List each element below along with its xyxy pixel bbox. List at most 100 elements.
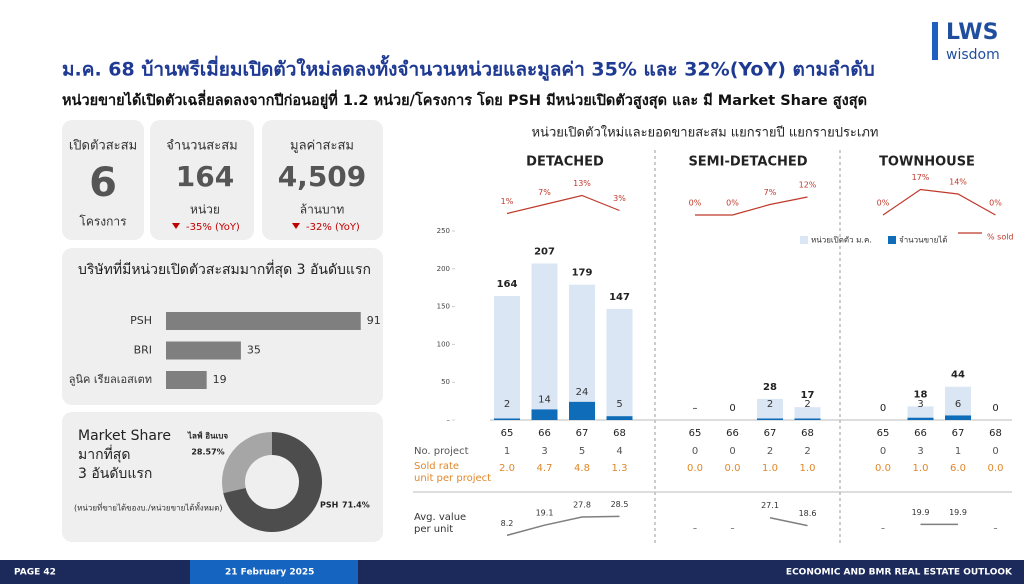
bar (531, 409, 558, 420)
chart-title: หน่วยเปิดตัวใหม่และยอดขายสะสม แยกรายปี แ… (531, 125, 878, 141)
value-label: 207 (534, 247, 555, 258)
avg-label: – (693, 524, 697, 533)
value-label: 2 (767, 399, 773, 410)
row-label: Avg. value (414, 512, 466, 523)
kpi-value: 6 (89, 160, 117, 206)
table-cell: 1.3 (612, 463, 628, 474)
value-label: 24 (576, 387, 589, 398)
table-cell: 2 (804, 446, 810, 457)
line-label: 13% (573, 179, 591, 188)
value-label: 179 (572, 268, 593, 279)
kpi-unit: โครงการ (79, 215, 127, 229)
value-label: 2 (804, 399, 810, 410)
kpi-change: -32% (YoY) (306, 222, 360, 233)
value-label: – (693, 403, 698, 414)
legend-label: จำนวนขายได้ (899, 236, 947, 245)
line-label: 3% (613, 194, 626, 203)
avg-label: 19.1 (536, 509, 554, 518)
y-tick-label: 100 (437, 340, 450, 348)
table-cell: 0.0 (687, 463, 703, 474)
avg-label: 19.9 (912, 508, 930, 517)
footer-report: ECONOMIC AND BMR REAL ESTATE OUTLOOK (786, 568, 1013, 578)
value-label: 28 (763, 382, 777, 393)
kpi-unit: หน่วย (190, 203, 220, 217)
bar (945, 386, 971, 420)
value-label: 17 (801, 390, 815, 401)
line-label: 7% (538, 188, 551, 197)
table-cell: 1.0 (800, 463, 816, 474)
x-tick-label: 68 (801, 428, 814, 439)
bar (794, 407, 821, 420)
kpi-unit: ล้านบาท (300, 203, 345, 217)
table-cell: 4.8 (574, 463, 590, 474)
value-label: 5 (616, 399, 622, 410)
table-cell: 1.0 (913, 463, 929, 474)
slice-value: 28.57% (191, 448, 224, 457)
table-cell: 4.7 (537, 463, 553, 474)
donut-slice (223, 431, 323, 532)
table-cell: 1.0 (762, 463, 778, 474)
value-label: 2 (504, 399, 510, 410)
table-cell: 1 (504, 446, 510, 457)
bar (166, 371, 207, 389)
x-tick-label: 68 (989, 428, 1002, 439)
value-label: 3 (917, 399, 923, 410)
bar (757, 418, 783, 420)
x-tick-label: 66 (914, 428, 927, 439)
bar (569, 401, 595, 420)
group-title: SEMI-DETACHED (688, 155, 807, 170)
line-label: 0% (877, 199, 890, 208)
bar (606, 308, 633, 420)
row-label: Sold rate (414, 461, 459, 472)
x-tick-label: 68 (613, 428, 626, 439)
group-title: DETACHED (526, 155, 604, 170)
line-label: 1% (501, 197, 514, 206)
value-label: 18 (914, 389, 928, 400)
bar-label: PSH (130, 314, 152, 327)
table-cell: 0.0 (988, 463, 1004, 474)
footer-bar (0, 560, 1024, 584)
x-tick-label: 66 (726, 428, 739, 439)
y-tick-label: 50 (441, 378, 450, 386)
table-cell: 0.0 (725, 463, 741, 474)
down-arrow (292, 223, 300, 229)
value-label: 164 (497, 279, 518, 290)
footer-page: PAGE 42 (14, 568, 56, 578)
bar (531, 263, 558, 420)
x-tick-label: 67 (952, 428, 965, 439)
value-label: 0 (729, 403, 735, 414)
table-cell: 2.0 (499, 463, 515, 474)
value-label: 14 (538, 394, 551, 405)
table-cell: 0 (992, 446, 998, 457)
line (882, 188, 996, 216)
kpi-label: มูลค่าสะสม (290, 139, 354, 154)
bar (494, 296, 520, 420)
line (506, 194, 620, 215)
donut-slice (222, 432, 272, 494)
table-cell: 0 (729, 446, 735, 457)
bar (569, 284, 595, 420)
value-label: 0 (880, 403, 886, 414)
kpi-change: -35% (YoY) (186, 222, 240, 233)
footer-accent (190, 560, 358, 584)
bar-label: ลูนิค เรียลเอสเตท (69, 373, 152, 386)
avg-label: 18.6 (799, 509, 817, 518)
line (506, 515, 620, 537)
line-label: 14% (949, 178, 967, 187)
table-cell: 3 (917, 446, 923, 457)
y-tick-label: – (447, 416, 451, 424)
bar-label: BRI (134, 344, 152, 357)
value-label: 44 (951, 370, 965, 381)
x-tick-label: 66 (538, 428, 551, 439)
x-tick-label: 65 (501, 428, 514, 439)
avg-label: – (731, 524, 735, 533)
kpi-card (150, 120, 254, 240)
logo-sub: wisdom (946, 47, 1000, 63)
y-tick-label: 200 (437, 265, 450, 273)
table-cell: 6.0 (950, 463, 966, 474)
kpi-label: เปิดตัวสะสม (69, 139, 137, 154)
chart-title: Market Share มากที่สุด 3 อันดับแรก (78, 428, 171, 482)
row-label: No. project (414, 446, 469, 457)
subtitle: หน่วยขายได้เปิดตัวเฉลี่ยลดลงจากปีก่อนอยู… (62, 89, 867, 109)
